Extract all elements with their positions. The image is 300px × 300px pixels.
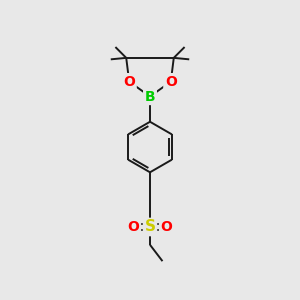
Text: O: O	[160, 220, 172, 234]
Text: S: S	[145, 220, 155, 235]
Text: O: O	[128, 220, 140, 234]
Text: O: O	[123, 75, 135, 88]
Text: O: O	[165, 75, 177, 88]
Text: B: B	[145, 89, 155, 103]
